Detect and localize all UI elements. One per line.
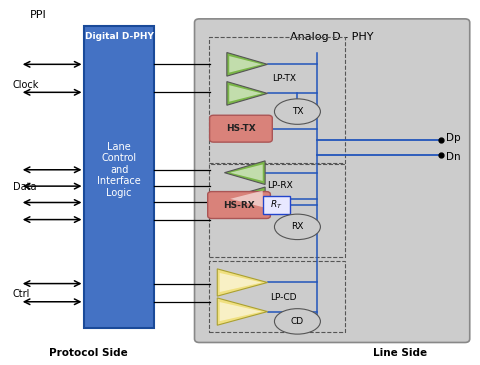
Text: LP-TX: LP-TX bbox=[272, 74, 296, 83]
Ellipse shape bbox=[275, 309, 321, 334]
Text: RX: RX bbox=[291, 222, 304, 231]
FancyBboxPatch shape bbox=[208, 192, 270, 219]
Polygon shape bbox=[220, 302, 262, 321]
Polygon shape bbox=[227, 53, 267, 76]
Polygon shape bbox=[230, 191, 263, 207]
Polygon shape bbox=[230, 164, 263, 181]
FancyBboxPatch shape bbox=[263, 196, 289, 214]
Text: PPI: PPI bbox=[29, 10, 46, 20]
Text: Protocol Side: Protocol Side bbox=[48, 348, 127, 358]
Text: LP-RX: LP-RX bbox=[267, 181, 293, 190]
Text: LP-CD: LP-CD bbox=[270, 292, 297, 301]
FancyBboxPatch shape bbox=[210, 115, 272, 142]
Text: Dp: Dp bbox=[446, 133, 460, 143]
Polygon shape bbox=[217, 269, 267, 296]
Ellipse shape bbox=[275, 99, 321, 124]
Text: HS-TX: HS-TX bbox=[226, 124, 256, 133]
Polygon shape bbox=[227, 82, 267, 105]
Polygon shape bbox=[220, 273, 262, 292]
Text: Dn: Dn bbox=[446, 152, 460, 162]
Text: Lane
Control
and
Interface
Logic: Lane Control and Interface Logic bbox=[97, 142, 141, 198]
Polygon shape bbox=[225, 187, 265, 211]
FancyBboxPatch shape bbox=[194, 19, 470, 342]
Text: Data: Data bbox=[12, 182, 36, 192]
Text: Digital D-PHY: Digital D-PHY bbox=[84, 32, 154, 41]
Text: Ctrl: Ctrl bbox=[12, 289, 30, 299]
Polygon shape bbox=[217, 298, 267, 325]
Text: $R_T$: $R_T$ bbox=[270, 199, 283, 211]
Text: CD: CD bbox=[291, 317, 304, 326]
FancyBboxPatch shape bbox=[84, 26, 154, 328]
Ellipse shape bbox=[275, 214, 321, 239]
Text: TX: TX bbox=[292, 107, 303, 116]
Text: Clock: Clock bbox=[12, 80, 39, 90]
Text: HS-RX: HS-RX bbox=[223, 200, 255, 210]
Text: Line Side: Line Side bbox=[372, 348, 427, 358]
Polygon shape bbox=[229, 85, 262, 102]
Polygon shape bbox=[225, 161, 265, 184]
Text: Analog D - PHY: Analog D - PHY bbox=[290, 32, 374, 42]
Polygon shape bbox=[229, 56, 262, 73]
